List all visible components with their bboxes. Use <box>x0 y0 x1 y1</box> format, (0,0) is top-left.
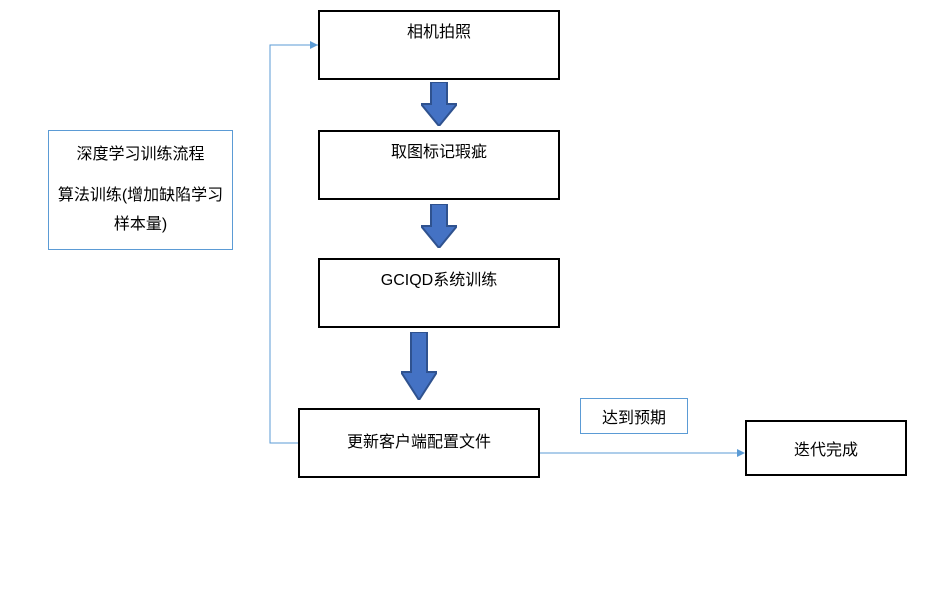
feedback-line-icon <box>260 40 320 450</box>
left-line2: 算法训练(增加缺陷学习样本量) <box>57 182 224 240</box>
to-done-line-icon <box>540 448 750 458</box>
node-camera: 相机拍照 <box>318 10 560 80</box>
node-done-label: 迭代完成 <box>794 436 858 460</box>
arrow-2-icon <box>421 204 457 248</box>
node-update: 更新客户端配置文件 <box>298 408 540 478</box>
label-reach-expected: 达到预期 <box>580 398 688 434</box>
node-camera-label: 相机拍照 <box>407 18 471 42</box>
node-done: 迭代完成 <box>745 420 907 476</box>
left-line1: 深度学习训练流程 <box>57 141 224 170</box>
arrow-1-icon <box>421 82 457 126</box>
node-mark-label: 取图标记瑕疵 <box>391 138 487 162</box>
arrow-3-icon <box>401 332 437 400</box>
node-mark: 取图标记瑕疵 <box>318 130 560 200</box>
left-description-box: 深度学习训练流程 算法训练(增加缺陷学习样本量) <box>48 130 233 250</box>
node-update-label: 更新客户端配置文件 <box>347 432 491 454</box>
node-train: GCIQD系统训练 <box>318 258 560 328</box>
label-reach-expected-text: 达到预期 <box>602 404 666 428</box>
node-train-label: GCIQD系统训练 <box>381 266 497 290</box>
